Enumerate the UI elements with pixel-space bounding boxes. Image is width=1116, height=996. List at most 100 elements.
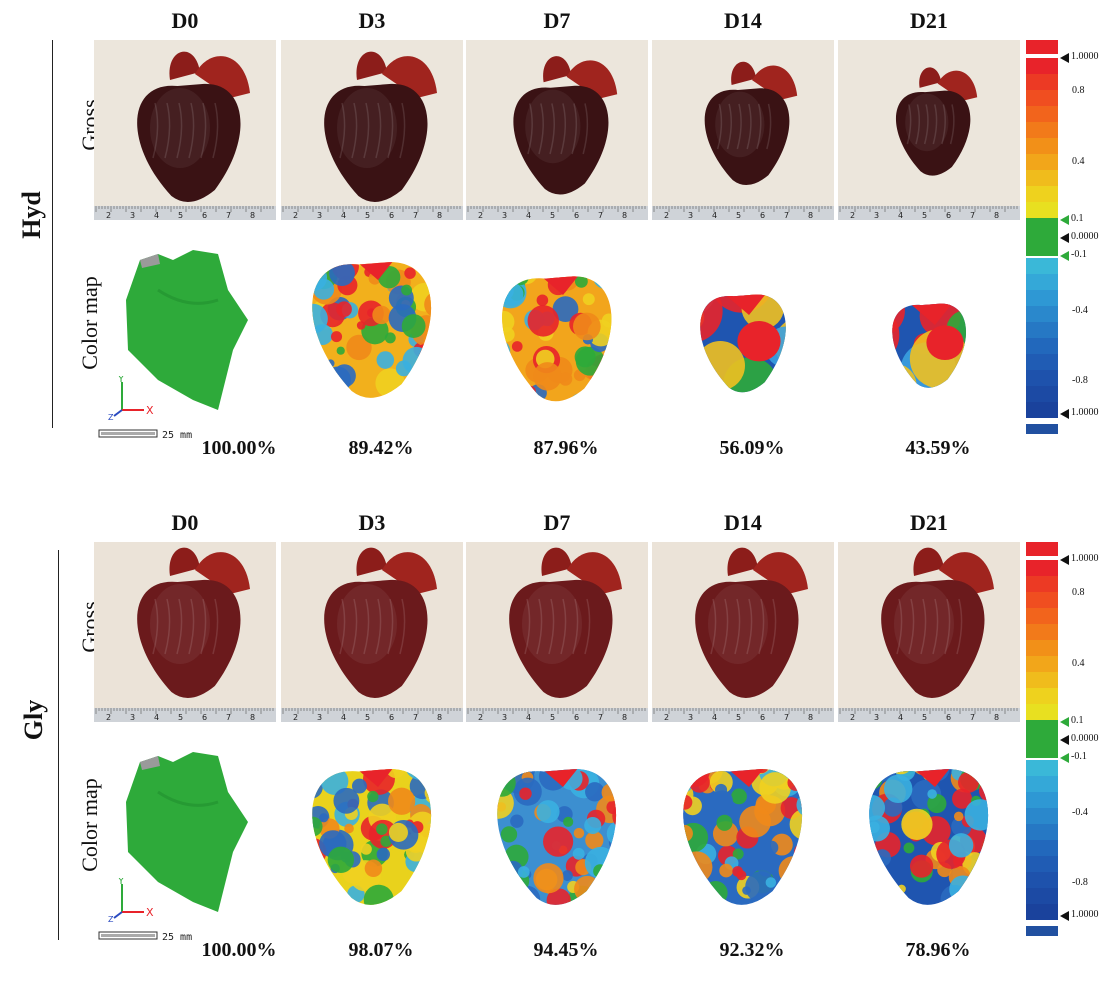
gross-photo: 2 3 4 5 6 7 8 — [652, 542, 834, 722]
ruler-tick: 2 — [293, 211, 298, 220]
color-map-render — [656, 742, 838, 922]
ruler-tick: 7 — [226, 211, 231, 220]
volume-percentage: 56.09% — [719, 437, 785, 459]
gross-photo: 2 3 4 5 6 7 8 — [281, 542, 463, 722]
group-divider — [52, 40, 53, 428]
colorbar-tick-label: -0.8 — [1072, 877, 1088, 888]
ruler-tick: 5 — [365, 211, 370, 220]
ruler-tick: 4 — [341, 713, 346, 722]
ruler-tick: 7 — [598, 713, 603, 722]
ruler-tick: 7 — [413, 211, 418, 220]
axis-triad: X Y Z — [108, 876, 168, 927]
day-label: D14 — [724, 510, 762, 535]
volume-percentage: 87.96% — [533, 437, 599, 459]
volume-percentage: 100.00% — [201, 437, 277, 459]
color-map-render — [98, 742, 280, 922]
ruler-tick: 2 — [664, 211, 669, 220]
ruler-tick: 6 — [760, 211, 765, 220]
svg-text:X: X — [146, 404, 154, 417]
svg-text:25 mm: 25 mm — [162, 430, 192, 441]
colorbar-marker — [1060, 753, 1069, 763]
color-map-render — [842, 240, 1024, 420]
ruler-tick: 8 — [622, 211, 627, 220]
colorbar-tick-label: 0.1 — [1071, 715, 1084, 726]
ruler-tick: 4 — [526, 211, 531, 220]
colorbar-tick-label: 0.0000 — [1071, 733, 1099, 744]
gross-photo: 2 3 4 5 6 7 8 — [94, 40, 276, 220]
colorbar-tick-label: -0.1 — [1071, 249, 1087, 260]
scale-bar: 25 mm — [98, 929, 218, 948]
ruler-tick: 2 — [664, 713, 669, 722]
ruler-tick: 5 — [922, 211, 927, 220]
ruler-tick: 3 — [130, 211, 135, 220]
ruler-tick: 7 — [226, 713, 231, 722]
ruler-tick: 7 — [784, 211, 789, 220]
color-map-render — [656, 240, 838, 420]
ruler-tick: 5 — [550, 211, 555, 220]
colorbar-tick-label: -0.4 — [1072, 807, 1088, 818]
color-map-render — [842, 742, 1024, 922]
ruler-tick: 6 — [574, 713, 579, 722]
colorbar-tick-label: -0.8 — [1072, 375, 1088, 386]
color-map-render — [285, 240, 467, 420]
colorbar-tick-label: 1.0000 — [1071, 553, 1099, 564]
ruler-tick: 8 — [250, 713, 255, 722]
ruler-tick: 8 — [437, 713, 442, 722]
day-label: D3 — [358, 510, 386, 535]
ruler-tick: 4 — [712, 713, 717, 722]
ruler-tick: 3 — [502, 211, 507, 220]
colorbar-tick-label: 0.8 — [1072, 85, 1085, 96]
ruler-tick: 3 — [317, 713, 322, 722]
ruler-tick: 8 — [437, 211, 442, 220]
volume-percentage: 100.00% — [201, 939, 277, 961]
day-label: D3 — [358, 8, 386, 33]
group-label: Gly — [19, 699, 48, 741]
colorbar-marker — [1060, 717, 1069, 727]
gross-photo: 2 3 4 5 6 7 8 — [281, 40, 463, 220]
color-map-render — [285, 742, 467, 922]
colorbar-tick-label: 1.0000 — [1071, 407, 1099, 418]
colorbar-marker — [1060, 251, 1069, 261]
ruler-tick: 2 — [478, 713, 483, 722]
ruler-tick: 8 — [808, 211, 813, 220]
svg-text:Z: Z — [108, 915, 114, 922]
ruler-tick: 3 — [502, 713, 507, 722]
ruler-tick: 7 — [970, 713, 975, 722]
ruler-tick: 6 — [202, 211, 207, 220]
colorbar-marker — [1060, 409, 1069, 419]
ruler-tick: 4 — [154, 713, 159, 722]
colorbar-tick-label: 1.0000 — [1071, 51, 1099, 62]
colorbar-tick-label: 0.1 — [1071, 213, 1084, 224]
svg-text:Y: Y — [117, 376, 125, 385]
colorbar-tick-label: 0.4 — [1072, 156, 1085, 167]
ruler-tick: 3 — [130, 713, 135, 722]
colorbar-marker — [1060, 215, 1069, 225]
ruler-tick: 2 — [850, 713, 855, 722]
colorbar-marker — [1060, 735, 1069, 745]
volume-percentage: 78.96% — [905, 939, 971, 961]
ruler-tick: 8 — [994, 211, 999, 220]
ruler-tick: 6 — [389, 211, 394, 220]
gross-photo: 2 3 4 5 6 7 8 — [94, 542, 276, 722]
volume-percentage: 92.32% — [719, 939, 785, 961]
ruler-tick: 6 — [389, 713, 394, 722]
colorbar — [1026, 542, 1058, 945]
axis-triad: X Y Z — [108, 374, 168, 425]
ruler-tick: 3 — [874, 211, 879, 220]
scale-bar: 25 mm — [98, 427, 218, 446]
day-label: D7 — [543, 510, 571, 535]
day-label: D21 — [910, 510, 948, 535]
svg-text:25 mm: 25 mm — [162, 932, 192, 943]
color-map-render — [470, 742, 652, 922]
ruler-tick: 6 — [202, 713, 207, 722]
colorbar-tick-label: -0.1 — [1071, 751, 1087, 762]
ruler-tick: 4 — [526, 713, 531, 722]
ruler-tick: 8 — [250, 211, 255, 220]
volume-percentage: 89.42% — [348, 437, 414, 459]
gross-photo: 2 3 4 5 6 7 8 — [838, 40, 1020, 220]
day-label: D21 — [910, 8, 948, 33]
colorbar-marker — [1060, 233, 1069, 243]
colorbar-marker — [1060, 53, 1069, 63]
ruler-tick: 6 — [574, 211, 579, 220]
ruler-tick: 8 — [808, 713, 813, 722]
